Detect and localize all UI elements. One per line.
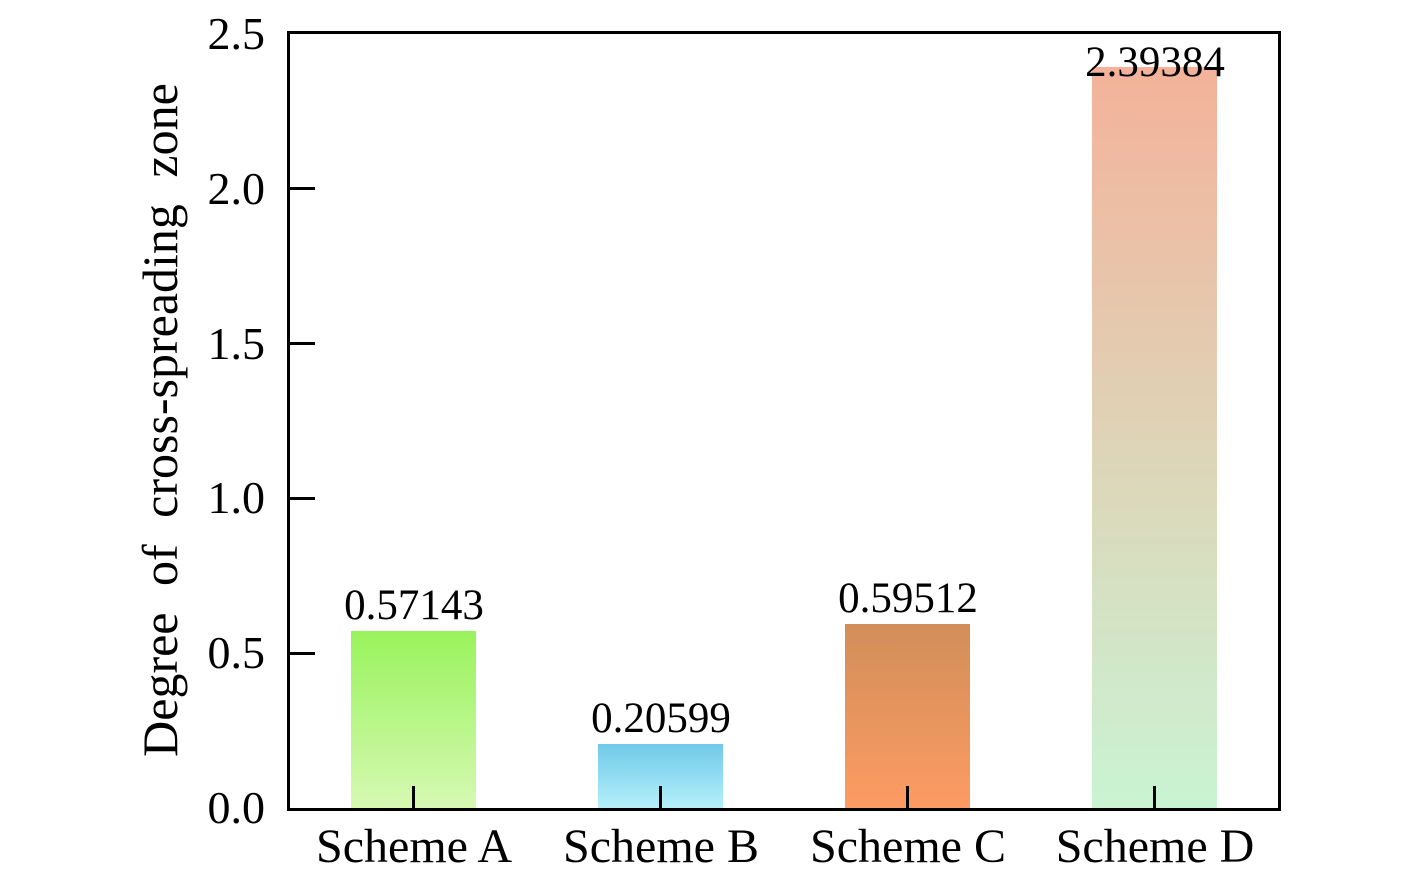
y-axis-tick	[290, 187, 315, 190]
x-tick-label: Scheme A	[316, 820, 512, 873]
bar-scheme-d	[1092, 67, 1217, 808]
y-axis-tick	[290, 652, 315, 655]
y-axis-tick	[290, 342, 315, 345]
y-tick-label: 1.0	[207, 472, 266, 523]
bar-scheme-c	[845, 624, 970, 808]
x-axis-tick	[1153, 786, 1156, 808]
y-tick-label: 1.5	[207, 318, 266, 369]
plot-area	[287, 31, 1281, 811]
x-axis-tick	[906, 786, 909, 808]
bar-scheme-a	[351, 631, 476, 808]
y-tick-label: 0.5	[207, 627, 266, 678]
bar-value-label: 0.59512	[838, 575, 978, 622]
bar-value-label: 2.39384	[1085, 39, 1225, 86]
bar-value-label: 0.57143	[344, 582, 484, 629]
y-tick-label: 2.0	[207, 163, 266, 214]
x-tick-label: Scheme D	[1055, 820, 1255, 873]
y-tick-label: 0.0	[207, 782, 266, 833]
bar-value-label: 0.20599	[591, 695, 731, 742]
x-tick-label: Scheme C	[810, 820, 1006, 873]
y-axis-title: Degree of cross-spreading zone	[132, 83, 188, 757]
x-axis-tick	[659, 786, 662, 808]
x-tick-label: Scheme B	[563, 820, 759, 873]
x-axis-tick	[412, 786, 415, 808]
y-axis-tick	[290, 497, 315, 500]
y-tick-label: 2.5	[207, 8, 266, 59]
